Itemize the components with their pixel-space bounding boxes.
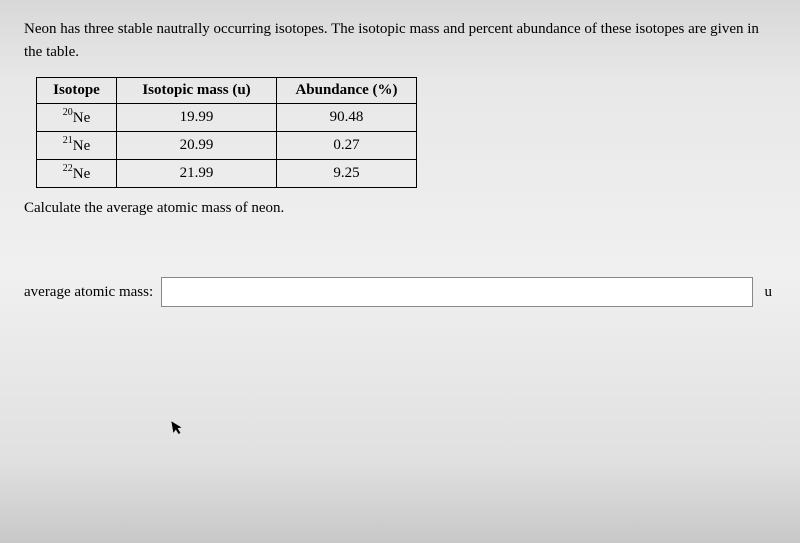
abundance-cell: 0.27 [277, 132, 417, 160]
mass-cell: 21.99 [117, 160, 277, 188]
problem-intro: Neon has three stable nautrally occurrin… [24, 18, 776, 63]
cursor-icon [171, 419, 186, 442]
isotope-cell: 22Ne [37, 160, 117, 188]
table-row: 22Ne 21.99 9.25 [37, 160, 417, 188]
answer-row: average atomic mass: u [24, 277, 776, 307]
isotope-cell: 20Ne [37, 104, 117, 132]
answer-input[interactable] [161, 277, 752, 307]
isotope-table: Isotope Isotopic mass (u) Abundance (%) … [36, 77, 417, 188]
instruction-text: Calculate the average atomic mass of neo… [24, 200, 776, 217]
answer-label: average atomic mass: [24, 284, 153, 301]
abundance-cell: 90.48 [277, 104, 417, 132]
header-isotope: Isotope [37, 78, 117, 104]
answer-unit: u [761, 284, 777, 301]
header-abundance: Abundance (%) [277, 78, 417, 104]
table-row: 21Ne 20.99 0.27 [37, 132, 417, 160]
abundance-cell: 9.25 [277, 160, 417, 188]
mass-cell: 20.99 [117, 132, 277, 160]
mass-cell: 19.99 [117, 104, 277, 132]
isotope-cell: 21Ne [37, 132, 117, 160]
table-row: 20Ne 19.99 90.48 [37, 104, 417, 132]
header-mass: Isotopic mass (u) [117, 78, 277, 104]
